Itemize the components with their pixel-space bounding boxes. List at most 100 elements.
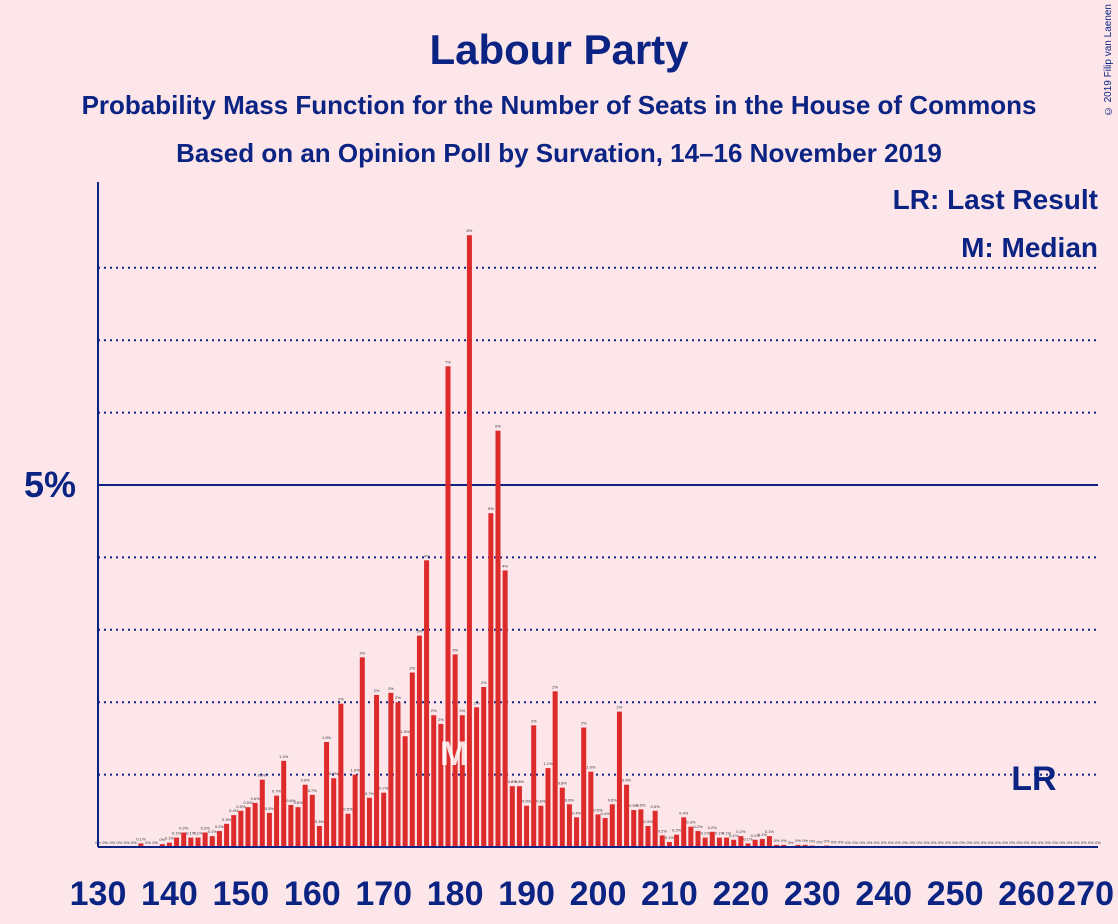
x-tick-230: 230: [784, 875, 841, 913]
bar-label-172: 2%: [395, 695, 401, 700]
x-tick-220: 220: [712, 875, 769, 913]
bar-label-140: 0.1%: [165, 836, 175, 841]
bar-label-186: 6%: [495, 424, 501, 429]
bar-label-167: 3%: [359, 650, 365, 655]
median-marker: M: [440, 735, 468, 773]
bar-198: [581, 728, 586, 847]
bar-175: [417, 636, 422, 847]
bar-213: [688, 827, 693, 847]
bar-223: [760, 839, 765, 847]
bar-label-248: 0%: [938, 840, 944, 845]
bar-159: [303, 785, 308, 847]
bar-label-265: 0%: [1059, 840, 1065, 845]
bar-144: [196, 838, 201, 847]
bar-label-166: 1.0%: [351, 768, 361, 773]
bar-label-241: 0%: [888, 840, 894, 845]
bar-171: [388, 693, 393, 847]
bar-148: [224, 824, 229, 847]
bar-label-163: 0.9%: [329, 771, 339, 776]
bar-label-259: 0%: [1017, 840, 1023, 845]
bar-label-247: 0%: [931, 840, 937, 845]
bar-label-189: 0.8%: [515, 779, 525, 784]
bar-label-184: 2%: [481, 680, 487, 685]
bar-183: [474, 707, 479, 847]
bar-label-250: 0%: [952, 840, 958, 845]
bar-224: [767, 836, 772, 847]
bar-156: [281, 761, 286, 847]
bar-label-155: 0.7%: [272, 789, 282, 794]
bar-215: [703, 838, 708, 847]
bar-label-240: 0%: [881, 840, 887, 845]
bar-label-262: 0%: [1038, 840, 1044, 845]
bar-label-144: 0.1%: [193, 831, 203, 836]
bar-label-230: 0%: [809, 839, 815, 844]
bar-label-220: 0.2%: [736, 829, 746, 834]
bar-174: [410, 673, 415, 847]
bar-label-171: 2%: [388, 686, 394, 691]
bar-label-152: 0.6%: [251, 796, 261, 801]
bar-label-216: 0.2%: [708, 825, 718, 830]
bar-184: [481, 687, 486, 847]
bar-label-234: 0%: [838, 839, 844, 844]
bar-147: [217, 831, 222, 847]
bar-label-211: 0.2%: [672, 828, 682, 833]
gridlines: [98, 268, 1098, 775]
bar-201: [603, 818, 608, 847]
bar-label-245: 0%: [917, 840, 923, 845]
x-tick-140: 140: [141, 875, 198, 913]
bar-label-253: 0%: [974, 840, 980, 845]
bar-label-192: 0.6%: [536, 799, 546, 804]
bar-187: [503, 570, 508, 847]
bar-211: [674, 835, 679, 847]
bar-label-164: 2%: [338, 697, 344, 702]
bar-label-246: 0%: [924, 840, 930, 845]
bar-label-132: 0%: [109, 840, 115, 845]
bar-190: [524, 806, 529, 847]
bar-label-224: 0.1%: [765, 829, 775, 834]
bar-label-133: 0%: [117, 840, 123, 845]
bar-label-202: 0.6%: [608, 797, 618, 802]
bar-label-252: 0%: [967, 840, 973, 845]
bar-label-185: 5%: [488, 506, 494, 511]
bar-label-254: 0%: [981, 840, 987, 845]
bar-141: [174, 838, 179, 847]
bar-153: [260, 780, 265, 847]
bar-205: [631, 810, 636, 847]
bar-label-225: 0%: [774, 838, 780, 843]
bar-149: [231, 815, 236, 847]
bar-label-174: 2%: [409, 666, 415, 671]
x-tick-270: 270: [1057, 875, 1114, 913]
bar-173: [403, 736, 408, 847]
bar-label-176: 4%: [424, 553, 430, 558]
bar-label-146: 0.1%: [208, 829, 218, 834]
bar-152: [253, 803, 258, 847]
bar-label-195: 0.8%: [558, 781, 568, 786]
bar-172: [396, 702, 401, 847]
bar-170: [381, 793, 386, 847]
bar-label-232: 0%: [824, 839, 830, 844]
bar-label-182: 8%: [467, 228, 473, 233]
bar-label-159: 0.9%: [301, 778, 311, 783]
bar-label-183: 2%: [474, 700, 480, 705]
bar-177: [431, 715, 436, 847]
bar-label-231: 0%: [817, 839, 823, 844]
bar-label-148: 0.3%: [222, 817, 232, 822]
x-tick-160: 160: [284, 875, 341, 913]
bar-label-269: 0%: [1088, 840, 1094, 845]
bar-label-161: 0.3%: [315, 819, 325, 824]
bar-185: [488, 513, 493, 847]
bar-222: [753, 840, 758, 847]
bar-label-170: 0.7%: [379, 786, 389, 791]
bar-167: [360, 657, 365, 847]
bar-label-256: 0%: [995, 840, 1001, 845]
bar-label-264: 0%: [1052, 840, 1058, 845]
bar-label-229: 0%: [802, 838, 808, 843]
bar-154: [267, 813, 272, 847]
bar-value-labels: 0%0%0%0%0%0%0.1%0%0%0%0.1%0.1%0.2%0.1%0.…: [95, 228, 1101, 845]
bar-label-154: 0.5%: [265, 806, 275, 811]
bar-168: [367, 798, 372, 847]
x-tick-260: 260: [998, 875, 1055, 913]
x-tick-130: 130: [70, 875, 127, 913]
bar-label-175: 3%: [417, 629, 423, 634]
